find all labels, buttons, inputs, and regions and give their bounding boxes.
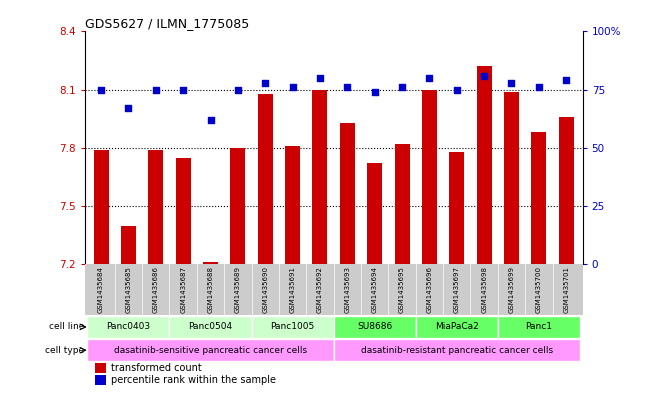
Bar bbox=[395, 144, 409, 264]
Point bbox=[287, 84, 298, 90]
Bar bbox=[559, 117, 574, 264]
Point bbox=[150, 86, 161, 93]
Text: Panc0504: Panc0504 bbox=[188, 322, 232, 331]
Bar bbox=[422, 90, 437, 264]
Text: dasatinib-resistant pancreatic cancer cells: dasatinib-resistant pancreatic cancer ce… bbox=[361, 346, 553, 355]
Bar bbox=[94, 150, 109, 264]
Point bbox=[561, 77, 572, 83]
Text: Panc1005: Panc1005 bbox=[270, 322, 314, 331]
Text: GSM1435697: GSM1435697 bbox=[454, 266, 460, 313]
Point bbox=[397, 84, 408, 90]
Bar bbox=[94, 375, 105, 385]
Bar bbox=[340, 123, 355, 264]
Point bbox=[178, 86, 188, 93]
Bar bbox=[87, 339, 333, 362]
Text: Panc0403: Panc0403 bbox=[106, 322, 150, 331]
Text: GSM1435695: GSM1435695 bbox=[399, 266, 405, 313]
Text: GSM1435701: GSM1435701 bbox=[563, 266, 569, 313]
Text: GSM1435688: GSM1435688 bbox=[208, 266, 214, 313]
Text: MiaPaCa2: MiaPaCa2 bbox=[435, 322, 478, 331]
Text: percentile rank within the sample: percentile rank within the sample bbox=[111, 375, 275, 385]
Text: dasatinib-sensitive pancreatic cancer cells: dasatinib-sensitive pancreatic cancer ce… bbox=[114, 346, 307, 355]
Bar bbox=[176, 158, 191, 264]
Text: GSM1435694: GSM1435694 bbox=[372, 266, 378, 313]
Text: GSM1435693: GSM1435693 bbox=[344, 266, 350, 313]
Bar bbox=[94, 363, 105, 373]
Text: GSM1435691: GSM1435691 bbox=[290, 266, 296, 313]
Bar bbox=[285, 146, 300, 264]
Text: Panc1: Panc1 bbox=[525, 322, 552, 331]
Bar bbox=[230, 148, 245, 264]
Point bbox=[370, 89, 380, 95]
Point bbox=[96, 86, 106, 93]
Text: GSM1435699: GSM1435699 bbox=[508, 266, 514, 313]
Bar bbox=[449, 152, 464, 264]
Point bbox=[205, 117, 215, 123]
Text: GSM1435700: GSM1435700 bbox=[536, 266, 542, 313]
Text: GSM1435698: GSM1435698 bbox=[481, 266, 487, 313]
Bar bbox=[333, 339, 580, 362]
Text: GDS5627 / ILMN_1775085: GDS5627 / ILMN_1775085 bbox=[85, 17, 249, 30]
Bar bbox=[121, 226, 136, 264]
Text: GSM1435690: GSM1435690 bbox=[262, 266, 268, 313]
Point bbox=[314, 75, 325, 81]
Text: GSM1435689: GSM1435689 bbox=[235, 266, 241, 313]
Point bbox=[479, 73, 490, 79]
Bar bbox=[416, 316, 498, 338]
Bar bbox=[367, 163, 382, 264]
Bar bbox=[477, 66, 492, 264]
Bar bbox=[504, 92, 519, 264]
Bar bbox=[169, 316, 251, 338]
Bar bbox=[312, 90, 327, 264]
Bar bbox=[148, 150, 163, 264]
Text: GSM1435692: GSM1435692 bbox=[317, 266, 323, 313]
Text: cell type: cell type bbox=[45, 346, 84, 355]
Point bbox=[534, 84, 544, 90]
Point bbox=[123, 105, 133, 112]
Text: GSM1435685: GSM1435685 bbox=[126, 266, 132, 313]
Point bbox=[506, 79, 517, 86]
Point bbox=[232, 86, 243, 93]
Bar bbox=[531, 132, 546, 264]
Point bbox=[424, 75, 435, 81]
Text: GSM1435687: GSM1435687 bbox=[180, 266, 186, 313]
Text: GSM1435684: GSM1435684 bbox=[98, 266, 104, 313]
Bar bbox=[258, 94, 273, 264]
Bar bbox=[87, 316, 169, 338]
Text: SU8686: SU8686 bbox=[357, 322, 393, 331]
Point bbox=[452, 86, 462, 93]
Text: transformed count: transformed count bbox=[111, 363, 201, 373]
Point bbox=[260, 79, 270, 86]
Text: GSM1435696: GSM1435696 bbox=[426, 266, 432, 313]
Point bbox=[342, 84, 353, 90]
Bar bbox=[333, 316, 416, 338]
Bar bbox=[251, 316, 333, 338]
Bar bbox=[498, 316, 580, 338]
Bar bbox=[203, 263, 218, 264]
Text: GSM1435686: GSM1435686 bbox=[153, 266, 159, 313]
Text: cell line: cell line bbox=[49, 322, 84, 331]
